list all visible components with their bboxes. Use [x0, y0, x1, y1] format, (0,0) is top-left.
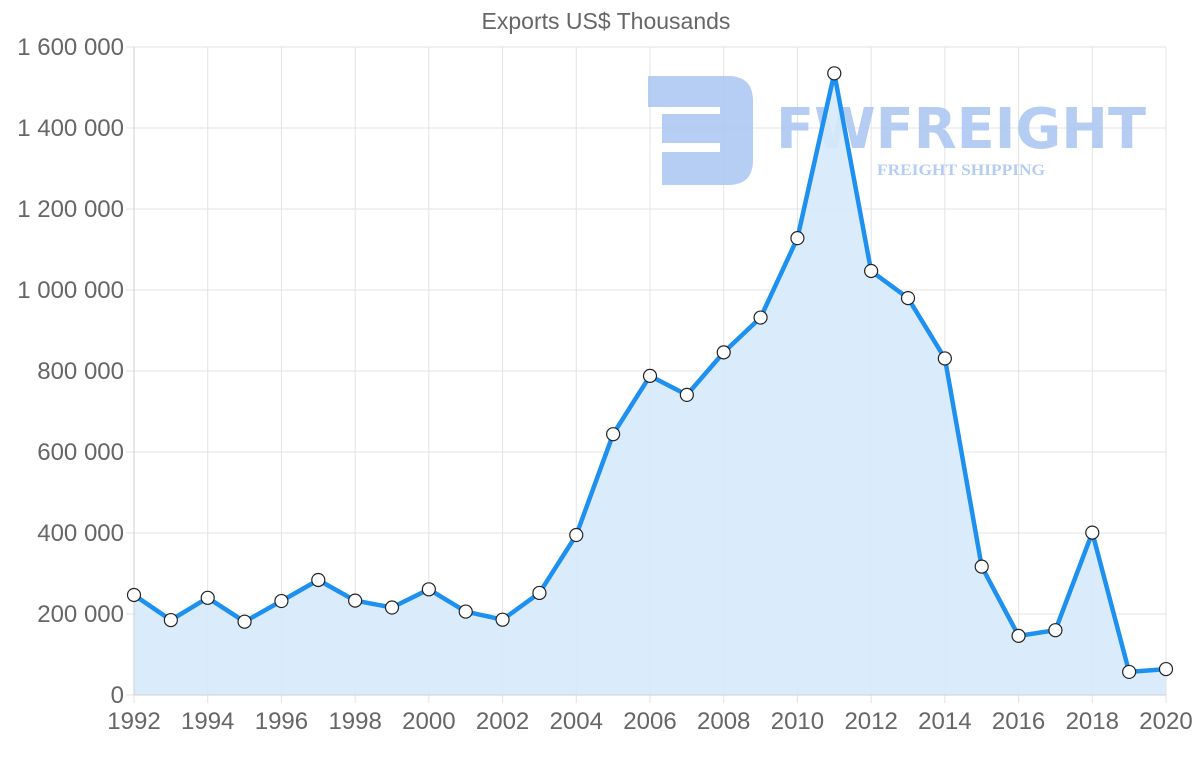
y-tick-label: 1 600 000	[17, 34, 124, 61]
x-tick-label: 1996	[255, 708, 308, 735]
data-point[interactable]	[974, 559, 989, 574]
data-point[interactable]	[1122, 664, 1137, 680]
x-tick-label: 2006	[623, 708, 676, 735]
x-tick-label: 1992	[107, 708, 160, 735]
data-point[interactable]	[495, 612, 510, 627]
watermark-tagline-text: FREIGHT SHIPPING	[877, 162, 1046, 179]
x-tick-label: 2020	[1139, 708, 1192, 735]
x-tick-label: 1994	[181, 708, 234, 735]
data-point[interactable]	[937, 351, 952, 366]
y-tick-label: 400 000	[37, 520, 124, 547]
data-point[interactable]	[126, 587, 142, 603]
data-point[interactable]	[790, 231, 805, 246]
data-point[interactable]	[421, 582, 436, 597]
x-tick-label: 2014	[918, 708, 971, 735]
y-tick-label: 0	[111, 682, 124, 709]
y-axis-tick-labels: 0 200 000 400 000 600 000 800 000 1 000 000 1 …	[17, 34, 124, 709]
data-point[interactable]	[1158, 661, 1174, 677]
data-point[interactable]	[274, 593, 289, 609]
x-tick-label: 2012	[844, 708, 897, 735]
data-point[interactable]	[606, 427, 621, 442]
y-tick-label: 1 400 000	[17, 115, 124, 142]
x-tick-label: 2016	[992, 708, 1045, 735]
axes	[133, 47, 1166, 696]
data-point[interactable]	[311, 572, 326, 588]
data-point[interactable]	[642, 368, 658, 383]
data-point[interactable]	[827, 66, 842, 81]
x-tick-label: 2008	[697, 708, 750, 735]
data-point[interactable]	[237, 614, 252, 629]
data-point[interactable]	[716, 345, 731, 360]
data-point[interactable]	[864, 263, 879, 279]
x-tick-label: 2010	[771, 708, 824, 735]
y-tick-label: 200 000	[37, 601, 124, 628]
x-tick-label: 2000	[402, 708, 455, 735]
data-point[interactable]	[569, 527, 584, 543]
data-point[interactable]	[1011, 628, 1026, 643]
fw-logo-icon	[648, 76, 753, 185]
data-point[interactable]	[753, 310, 768, 325]
watermark-logo: FWFREIGHT FREIGHT SHIPPING	[648, 76, 1146, 185]
data-point[interactable]	[1085, 525, 1100, 540]
chart-title: Exports US$ Thousands	[481, 8, 731, 34]
data-point[interactable]	[900, 291, 916, 306]
data-point[interactable]	[200, 590, 215, 605]
data-point[interactable]	[348, 593, 363, 608]
y-tick-label: 1 200 000	[17, 196, 124, 223]
x-tick-label: 2002	[476, 708, 529, 735]
data-point[interactable]	[163, 612, 178, 628]
y-tick-label: 1 000 000	[17, 277, 124, 304]
y-tick-label: 800 000	[37, 358, 124, 385]
data-points	[126, 66, 1174, 680]
data-point[interactable]	[384, 600, 400, 615]
x-tick-label: 2018	[1066, 708, 1119, 735]
data-point[interactable]	[1048, 623, 1063, 638]
data-point[interactable]	[532, 585, 547, 601]
area-fill	[134, 73, 1166, 696]
y-tick-label: 600 000	[37, 439, 124, 466]
data-point[interactable]	[679, 387, 694, 402]
x-axis-tick-labels: 1992 1994 1996 1998 2000 2002 2004 2006 2008 2010…	[107, 708, 1192, 735]
data-point[interactable]	[458, 604, 473, 619]
x-tick-label: 2004	[550, 708, 603, 735]
x-tick-label: 1998	[328, 708, 381, 735]
